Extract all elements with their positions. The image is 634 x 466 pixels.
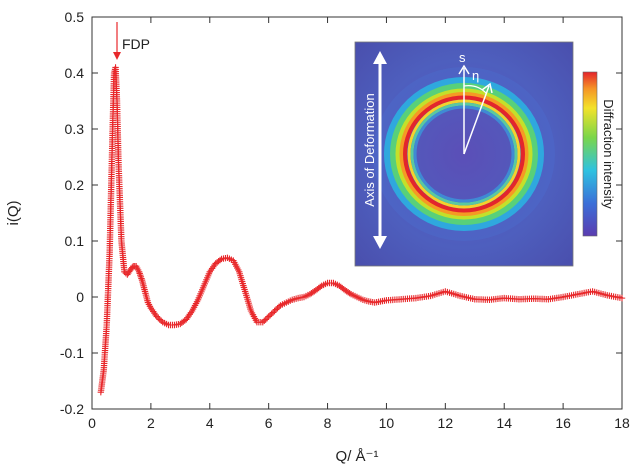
data-point [268, 310, 275, 317]
tick-labels: 0 2 4 6 8 10 12 14 16 18 0.5 0.4 0.3 0.2 0.1 0 -0.1 -0.2 [60, 9, 630, 431]
x-tick-label: 10 [379, 415, 395, 431]
x-tick-label: 4 [206, 415, 214, 431]
y-tick-label: 0.1 [65, 233, 85, 249]
eta-arc [463, 85, 487, 94]
x-tick-label: 8 [324, 415, 332, 431]
x-tick-label: 6 [265, 415, 273, 431]
data-point [271, 307, 278, 315]
deformation-arrow-top [373, 51, 387, 64]
data-point [316, 283, 324, 291]
fdp-annotation: FDP [122, 36, 150, 52]
x-tick-label: 14 [496, 415, 512, 431]
data-point [272, 306, 280, 313]
x-tick-label: 18 [614, 415, 630, 431]
deformation-arrow-bottom [373, 236, 387, 249]
data-point [216, 256, 224, 264]
x-tick-label: 12 [438, 415, 454, 431]
y-tick-label: -0.2 [60, 401, 84, 417]
data-point [261, 317, 268, 324]
data-point [618, 294, 626, 302]
data-point [266, 312, 274, 319]
eta-label: η [472, 68, 479, 83]
x-tick-label: 0 [88, 415, 96, 431]
data-point [153, 313, 160, 320]
x-tick-label: 2 [147, 415, 155, 431]
data-point [156, 316, 163, 323]
data-point [265, 313, 272, 320]
data-point [346, 290, 353, 297]
data-point [155, 314, 162, 322]
y-tick-label: -0.1 [60, 345, 84, 361]
y-tick-label: 0 [76, 289, 84, 305]
y-axis-label: i(Q) [5, 201, 22, 226]
plot-area [91, 16, 623, 410]
data-point [274, 305, 281, 312]
eta-vector [463, 85, 490, 155]
inset-image: s η Axis of Deformation Diffraction inte… [354, 41, 616, 267]
data-point [263, 314, 271, 322]
axis-ticks [91, 16, 623, 410]
eta-vector-head [481, 82, 493, 94]
y-tick-label: 0.4 [65, 65, 85, 81]
series-markers [97, 64, 626, 396]
axis-of-deformation-label: Axis of Deformation [362, 93, 377, 206]
fdp-arrow-head [113, 52, 121, 60]
y-tick-label: 0.5 [65, 9, 85, 25]
data-point [262, 316, 269, 323]
data-point [259, 319, 266, 326]
y-tick-label: 0.3 [65, 121, 85, 137]
data-point [157, 317, 165, 324]
s-vector-head [458, 64, 470, 75]
y-tick-label: 0.2 [65, 177, 85, 193]
colorbar [582, 71, 598, 237]
s-label: s [459, 50, 466, 65]
data-point [269, 309, 277, 316]
x-tick-label: 16 [555, 415, 571, 431]
data-point [275, 303, 283, 310]
colorbar-label: Diffraction intensity [601, 99, 616, 209]
x-axis-label: Q/ Å⁻¹ [336, 448, 379, 465]
